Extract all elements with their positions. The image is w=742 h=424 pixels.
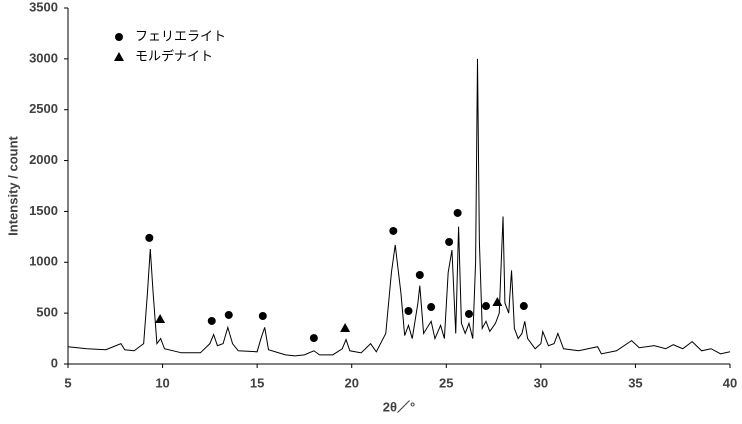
peak-marker: [145, 233, 154, 242]
y-tick-label: 3500: [29, 0, 58, 14]
peak-marker: [415, 271, 424, 279]
peak-marker: [258, 311, 267, 320]
peak-marker: [224, 310, 233, 319]
y-tick-label: 3000: [29, 50, 58, 65]
y-tick-label: 500: [36, 305, 58, 320]
peak-marker: [207, 316, 216, 325]
peak-marker: [309, 334, 318, 343]
x-tick-label: 30: [534, 375, 548, 390]
y-tick-label: 1500: [29, 203, 58, 218]
x-tick-label: 35: [628, 375, 642, 390]
y-tick-label: 0: [51, 355, 58, 370]
peak-marker: [445, 237, 454, 246]
y-axis-title: Intensity / count: [5, 135, 20, 235]
peak-marker: [482, 302, 491, 311]
x-tick-label: 10: [155, 375, 169, 390]
legend-label: フェリエライト: [135, 28, 226, 43]
legend-label: モルデナイト: [135, 48, 213, 63]
peak-marker: [340, 322, 351, 332]
x-tick-label: 15: [250, 375, 264, 390]
x-axis-title: 2θ／°: [383, 399, 415, 414]
peak-marker: [155, 314, 166, 324]
peak-marker: [519, 302, 528, 311]
x-tick-label: 40: [723, 375, 737, 390]
legend-marker: [115, 33, 123, 41]
y-tick-label: 2000: [29, 152, 58, 167]
y-tick-label: 1000: [29, 254, 58, 269]
peak-marker: [492, 296, 503, 306]
peak-marker: [427, 303, 436, 312]
x-tick-label: 20: [344, 375, 358, 390]
y-tick-label: 2500: [29, 101, 58, 116]
peak-marker: [404, 307, 413, 316]
peak-marker: [464, 309, 473, 318]
x-tick-label: 25: [439, 375, 453, 390]
x-tick-label: 5: [64, 375, 71, 390]
xrd-line: [67, 58, 731, 357]
legend-marker: [114, 52, 124, 61]
peak-marker: [453, 208, 462, 217]
peak-marker: [389, 226, 398, 235]
